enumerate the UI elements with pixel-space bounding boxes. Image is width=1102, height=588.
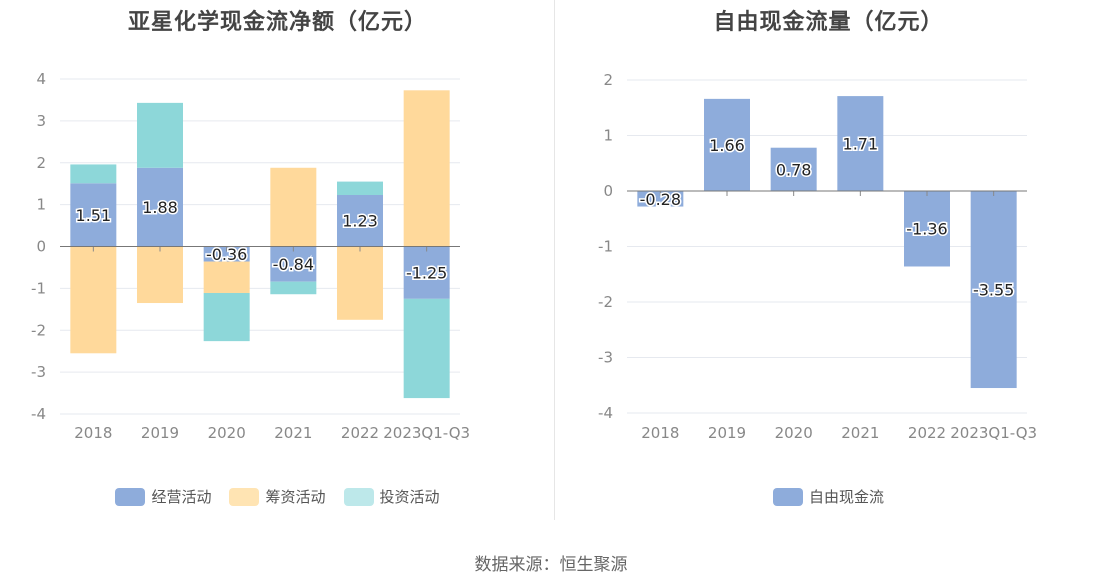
bar-经营活动-2020 <box>203 246 250 262</box>
x-tick-label: 2019 <box>708 424 746 442</box>
legend-label: 经营活动 <box>151 488 212 506</box>
chart-title: 亚星化学现金流净额（亿元） <box>127 10 427 35</box>
data-source: 数据来源：恒生聚源 <box>474 555 628 575</box>
y-tick-label: -3 <box>598 349 613 367</box>
bar-自由现金流-2023Q1-Q3 <box>970 191 1017 389</box>
bar-经营活动-2021 <box>270 246 317 282</box>
x-tick-label: 2021 <box>274 424 312 442</box>
bar-自由现金流-2021 <box>837 96 884 191</box>
chart-legend: 自由现金流 <box>555 486 1102 507</box>
x-tick-label: 2018 <box>641 424 679 442</box>
y-tick-label: -2 <box>598 293 613 311</box>
legend-swatch <box>343 487 374 506</box>
y-tick-label: 1 <box>36 196 46 214</box>
x-tick-label: 2021 <box>841 424 879 442</box>
right-chart-panel: 自由现金流量（亿元） 2 1 0 -1 -2 -3 -4 2018 2019 2020 2021 20… <box>555 0 1102 520</box>
bar-经营活动-2019 <box>137 167 183 247</box>
y-tick-label: 0 <box>603 182 613 200</box>
bar-投资活动-2020 <box>203 292 250 342</box>
bar-自由现金流-2022 <box>904 191 950 267</box>
x-tick-label: 2020 <box>775 424 813 442</box>
bar-自由现金流-2019 <box>704 98 750 191</box>
y-tick-label: -1 <box>598 238 613 256</box>
data-label: -1.36 <box>906 220 947 239</box>
data-label: -0.28 <box>640 190 681 209</box>
x-tick-label: 2022 <box>908 424 946 442</box>
panel-divider <box>554 0 555 520</box>
legend-label: 筹资活动 <box>265 488 326 506</box>
data-label: 0.78 <box>776 160 812 179</box>
bar-经营活动-2018 <box>70 183 117 247</box>
legend-swatch <box>229 487 260 506</box>
free-cashflow-chart: 2 1 0 -1 -2 -3 -4 2018 2019 2020 2021 2022 2023Q1-Q3… <box>598 71 1037 442</box>
left-chart-panel: 亚星化学现金流净额（亿元） 4 3 2 1 0 -1 -2 -3 -4 2018 2019 2020 2… <box>0 0 555 520</box>
y-tick-label: 3 <box>36 112 46 130</box>
x-tick-label: 2018 <box>74 424 112 442</box>
bar-经营活动-2023Q1-Q3 <box>403 246 450 299</box>
legend-item-free-cashflow[interactable]: 自由现金流 <box>772 486 884 507</box>
x-tick-label: 2022 <box>341 424 379 442</box>
data-label: 1.66 <box>709 136 745 155</box>
y-tick-label: -3 <box>31 363 46 381</box>
chart-title: 自由现金流量（亿元） <box>713 10 944 35</box>
y-tick-label: 1 <box>603 127 613 145</box>
x-tick-label: 2023Q1-Q3 <box>950 424 1037 442</box>
data-label: -0.84 <box>273 255 314 274</box>
bar-投资活动-2022 <box>337 181 383 195</box>
legend-label: 投资活动 <box>379 488 440 506</box>
x-tick-label: 2019 <box>141 424 179 442</box>
y-tick-label: -4 <box>31 405 46 423</box>
legend-label: 自由现金流 <box>808 488 884 506</box>
chart-legend: 经营活动 筹资活动 投资活动 <box>0 486 555 507</box>
bar-自由现金流-2020 <box>770 147 817 191</box>
legend-item-investing[interactable]: 投资活动 <box>343 486 440 507</box>
bar-投资活动-2023Q1-Q3 <box>403 298 450 399</box>
data-label: -0.36 <box>206 245 247 264</box>
bar-筹资活动-2020 <box>203 261 250 293</box>
y-tick-label: -4 <box>598 404 613 422</box>
bar-投资活动-2018 <box>70 164 117 184</box>
bar-筹资活动-2023Q1-Q3 <box>403 90 450 247</box>
bar-筹资活动-2022 <box>337 246 383 320</box>
y-tick-label: 2 <box>603 71 613 89</box>
bar-自由现金流-2018 <box>637 191 684 207</box>
bar-投资活动-2021 <box>270 281 317 295</box>
data-label: -3.55 <box>973 281 1014 300</box>
net-cashflow-chart: 4 3 2 1 0 -1 -2 -3 -4 2018 2019 2020 2021 2022 2023Q1-… <box>31 70 470 442</box>
legend-item-financing[interactable]: 筹资活动 <box>229 486 326 507</box>
data-label: -1.25 <box>406 264 447 283</box>
x-tick-label: 2023Q1-Q3 <box>383 424 470 442</box>
y-tick-label: 2 <box>36 154 46 172</box>
y-tick-label: 0 <box>36 238 46 256</box>
data-label: 1.51 <box>76 206 112 225</box>
data-label: 1.23 <box>342 212 378 231</box>
bar-筹资活动-2018 <box>70 246 117 354</box>
legend-item-operating[interactable]: 经营活动 <box>115 486 211 507</box>
legend-swatch <box>115 487 146 506</box>
bar-投资活动-2019 <box>137 102 183 168</box>
bar-筹资活动-2021 <box>270 167 317 247</box>
bar-筹资活动-2019 <box>137 246 183 304</box>
legend-swatch <box>772 487 803 506</box>
y-tick-label: -1 <box>31 279 46 297</box>
data-label: 1.71 <box>843 135 879 154</box>
bar-经营活动-2022 <box>337 194 383 247</box>
y-tick-label: -2 <box>31 321 46 339</box>
data-label: 1.88 <box>142 198 178 217</box>
x-tick-label: 2020 <box>208 424 246 442</box>
y-tick-label: 4 <box>36 70 46 88</box>
